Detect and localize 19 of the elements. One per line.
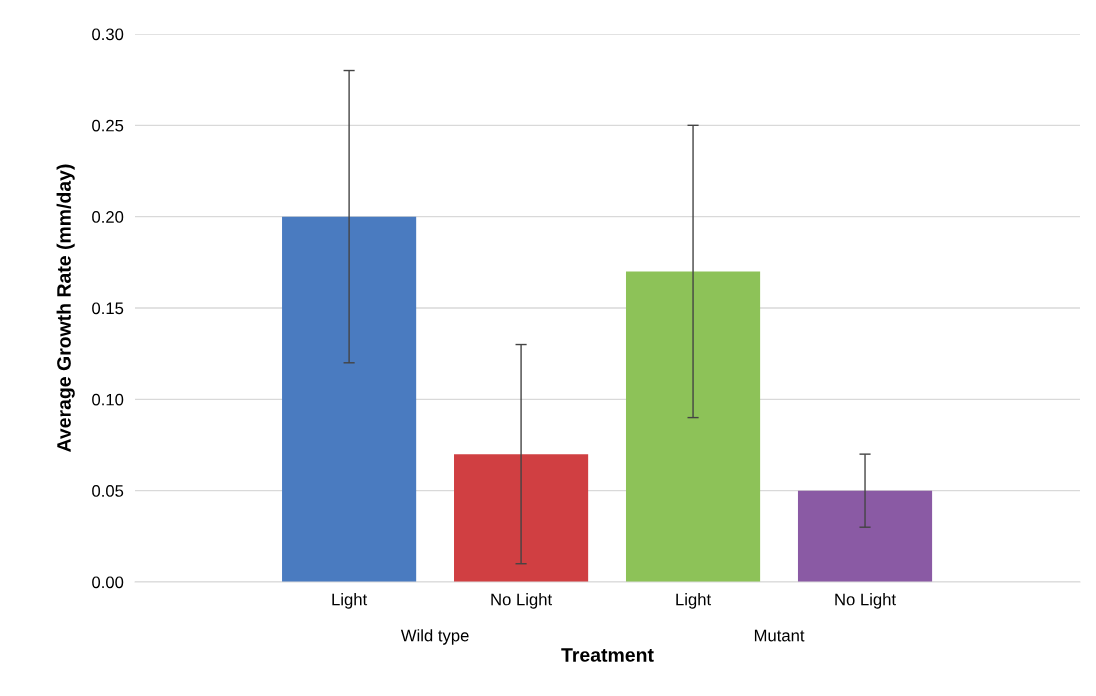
x-axis-title: Treatment — [561, 648, 654, 662]
x-tick-label: Light — [676, 593, 712, 609]
y-tick-label: 0.25 — [92, 119, 124, 132]
y-tick-label: 0.30 — [92, 28, 124, 41]
x-tick-label: No Light — [491, 593, 552, 609]
y-tick-label: 0.15 — [92, 302, 124, 315]
x-tick-label: Light — [332, 593, 368, 609]
y-tick-label: 0.05 — [92, 485, 124, 497]
y-tick-label: 0.00 — [92, 576, 124, 589]
y-tick-label: 0.20 — [92, 211, 124, 223]
bar — [454, 454, 589, 582]
bar — [797, 490, 933, 582]
bar — [282, 216, 417, 582]
x-tick-label: No Light — [835, 593, 896, 609]
bar — [625, 271, 761, 582]
y-axis-title: Average Growth Rate (mm/day) — [56, 164, 75, 452]
y-tick-label: 0.10 — [92, 393, 124, 406]
text: Wild type — [400, 629, 469, 645]
text: Mutant — [754, 629, 805, 642]
